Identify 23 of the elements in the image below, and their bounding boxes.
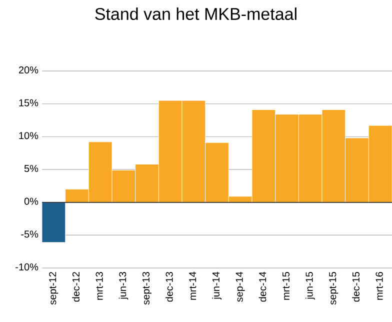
x-tick-label: sept-12: [49, 272, 58, 305]
x-tick-label: jun-13: [118, 272, 128, 300]
y-tick-label: -5%: [21, 230, 38, 238]
y-tick-label: -10%: [16, 263, 38, 270]
x-tick-label: dec-14: [258, 272, 266, 302]
x-tick-label: mrt-14: [189, 272, 196, 300]
x-tick-label: dec-12: [72, 272, 80, 302]
x-tick-label: sep-14: [236, 272, 245, 302]
x-tick-label: mrt-15: [282, 272, 290, 300]
x-tick-label: sept-15: [329, 272, 338, 305]
x-tick-label: mrt-16: [376, 272, 383, 300]
x-tick-label: mrt-13: [96, 272, 103, 300]
y-tick-label: 0%: [24, 198, 38, 205]
chart-title: Stand van het MKB-metaal: [95, 8, 296, 20]
y-tick-label: 20%: [18, 66, 38, 74]
y-tick-label: 15%: [19, 99, 38, 106]
y-tick-label: 10%: [19, 132, 38, 140]
x-tick-label: dec-13: [165, 272, 173, 302]
x-tick-label: dec-15: [352, 272, 360, 302]
x-tick-label: jun-15: [305, 272, 315, 300]
y-tick-label: 5%: [24, 164, 38, 172]
x-tick-label: jun-14: [212, 272, 222, 300]
x-tick-label: sept-13: [142, 272, 152, 305]
